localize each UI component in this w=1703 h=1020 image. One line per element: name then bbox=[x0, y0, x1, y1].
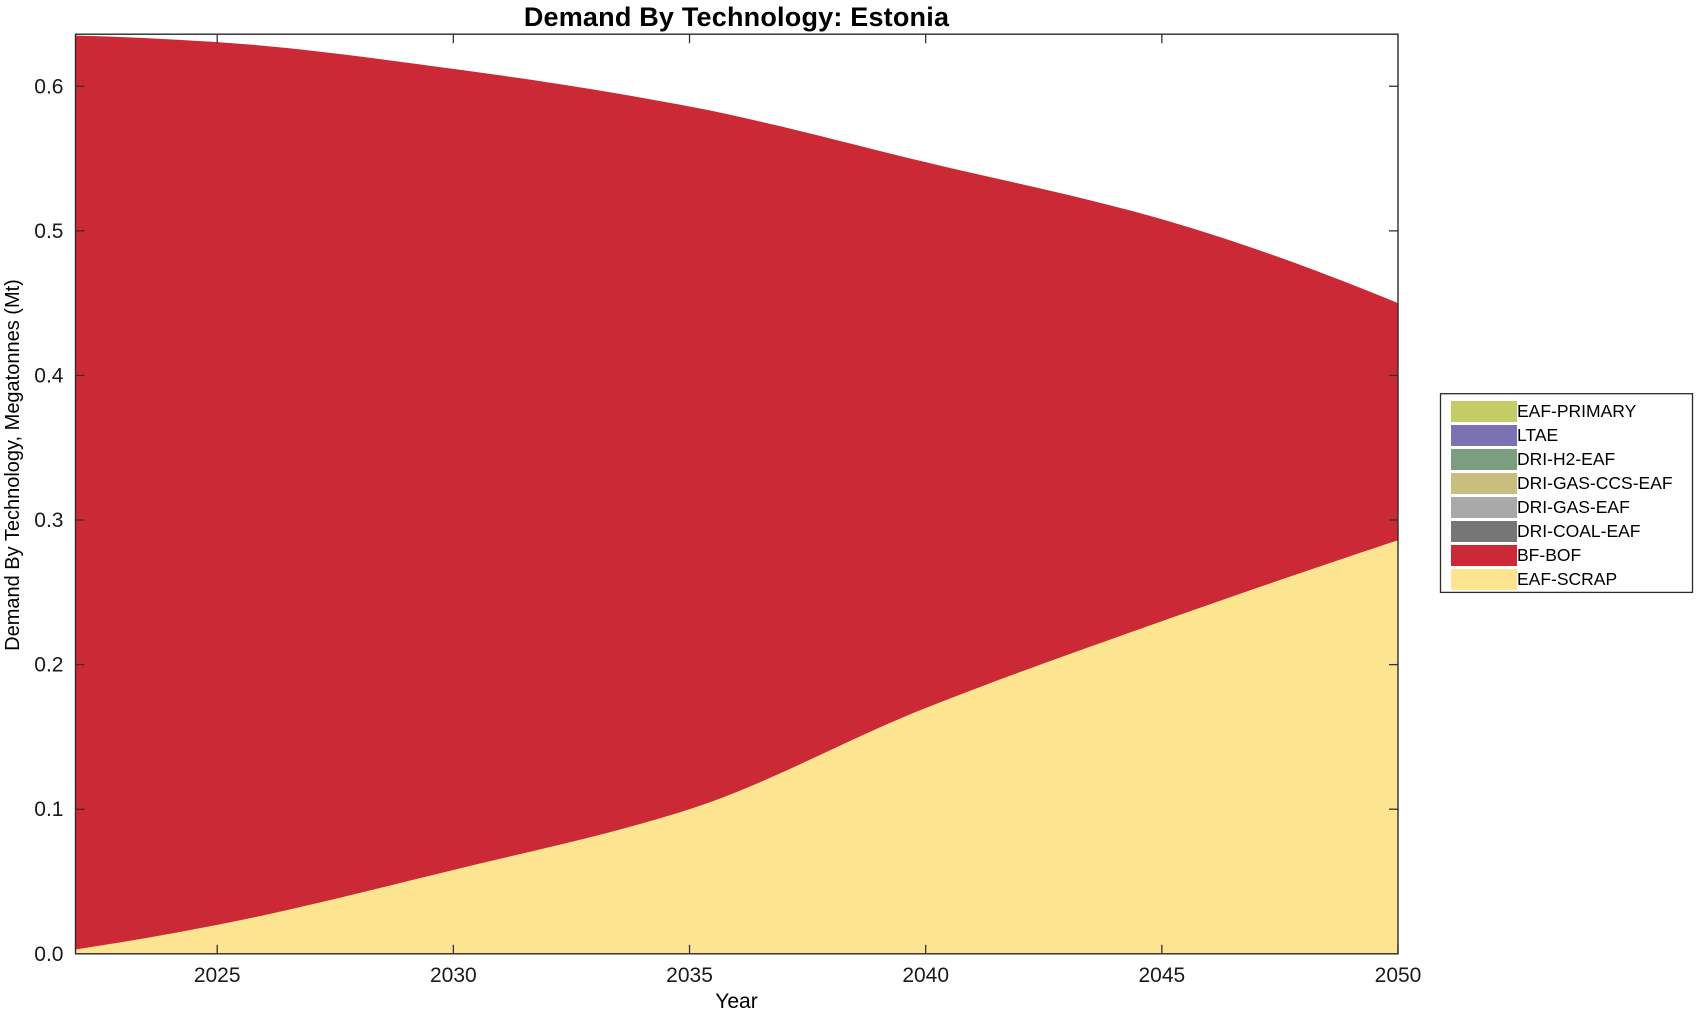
svg-text:EAF-SCRAP: EAF-SCRAP bbox=[1517, 569, 1617, 589]
svg-text:DRI-H2-EAF: DRI-H2-EAF bbox=[1517, 449, 1615, 469]
svg-text:2045: 2045 bbox=[1138, 964, 1185, 987]
svg-text:DRI-GAS-CCS-EAF: DRI-GAS-CCS-EAF bbox=[1517, 473, 1673, 493]
svg-text:EAF-PRIMARY: EAF-PRIMARY bbox=[1517, 401, 1637, 421]
svg-text:0.3: 0.3 bbox=[34, 509, 63, 532]
svg-text:2040: 2040 bbox=[902, 964, 949, 987]
svg-text:0.5: 0.5 bbox=[34, 220, 63, 243]
svg-text:0.6: 0.6 bbox=[34, 75, 63, 98]
svg-text:DRI-COAL-EAF: DRI-COAL-EAF bbox=[1517, 521, 1640, 541]
svg-text:LTAE: LTAE bbox=[1517, 425, 1558, 445]
svg-text:0.4: 0.4 bbox=[34, 364, 64, 387]
svg-text:BF-BOF: BF-BOF bbox=[1517, 545, 1581, 565]
svg-text:2030: 2030 bbox=[430, 964, 477, 987]
svg-text:2035: 2035 bbox=[666, 964, 713, 987]
svg-text:0.1: 0.1 bbox=[34, 798, 63, 821]
svg-text:2050: 2050 bbox=[1375, 964, 1422, 987]
svg-text:0.2: 0.2 bbox=[34, 654, 63, 677]
svg-text:2025: 2025 bbox=[194, 964, 241, 987]
svg-text:DRI-GAS-EAF: DRI-GAS-EAF bbox=[1517, 497, 1630, 517]
svg-text:0.0: 0.0 bbox=[34, 943, 63, 966]
